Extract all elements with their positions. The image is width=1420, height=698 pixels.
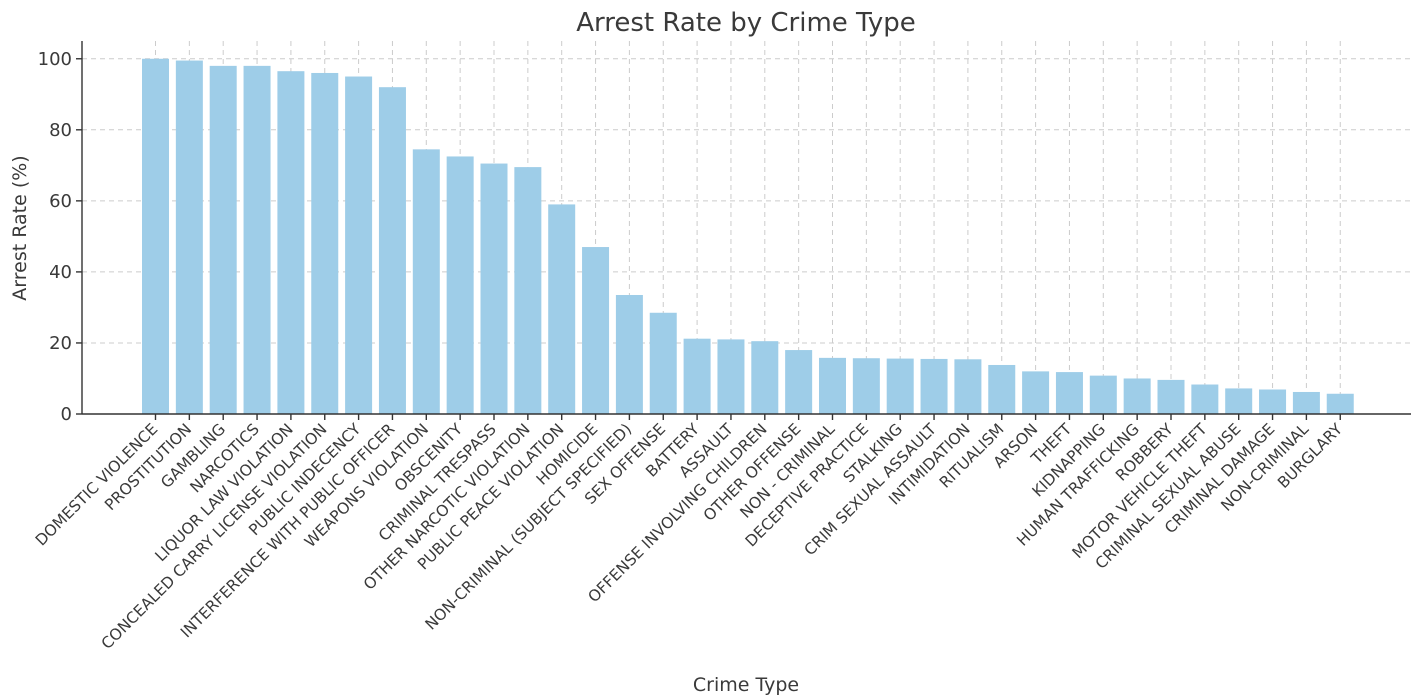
bar (480, 163, 508, 414)
bar (1055, 372, 1083, 414)
chart-title: Arrest Rate by Crime Type (576, 8, 916, 38)
bar (785, 350, 813, 414)
bar (1191, 384, 1219, 414)
bar (649, 312, 677, 414)
bar (1259, 389, 1287, 414)
y-tick-label: 20 (49, 333, 72, 354)
bar (514, 167, 542, 414)
bar (920, 358, 948, 414)
bar (1326, 393, 1354, 414)
axis-layer (76, 41, 1411, 420)
bar (1225, 388, 1253, 414)
bar (378, 87, 406, 414)
bar (548, 204, 576, 414)
y-tick-label: 80 (49, 120, 72, 141)
bar (751, 341, 779, 414)
bar (277, 71, 305, 414)
bar-layer (142, 58, 1354, 415)
y-tick-label: 100 (38, 49, 72, 70)
bar (142, 58, 169, 415)
bar (175, 60, 203, 415)
x-axis-label: Crime Type (693, 674, 799, 696)
y-tick-label: 0 (61, 404, 72, 425)
bar (954, 359, 982, 414)
bar (1292, 391, 1320, 414)
bar (819, 357, 846, 414)
bar (988, 364, 1016, 414)
bar (1089, 375, 1117, 414)
bar (615, 294, 643, 414)
bar (1157, 379, 1185, 414)
bar (311, 72, 339, 414)
bar (1123, 378, 1151, 414)
bar (717, 339, 745, 414)
y-axis-label: Arrest Rate (%) (9, 155, 31, 300)
bar (412, 149, 440, 414)
bar (243, 65, 271, 414)
bar (852, 358, 880, 414)
bar (582, 247, 610, 414)
x-tick-layer: DOMESTIC VIOLENCEPROSTITUTIONGAMBLINGNAR… (32, 420, 1346, 653)
bar (446, 156, 474, 414)
bar (209, 65, 237, 414)
bar (1022, 371, 1050, 414)
bar (683, 338, 711, 414)
y-tick-layer: 0 20 40 60 80 100 (38, 49, 72, 425)
bar (886, 358, 914, 414)
y-tick-label: 60 (49, 191, 72, 212)
y-tick-label: 40 (49, 262, 72, 283)
bar (345, 76, 373, 415)
